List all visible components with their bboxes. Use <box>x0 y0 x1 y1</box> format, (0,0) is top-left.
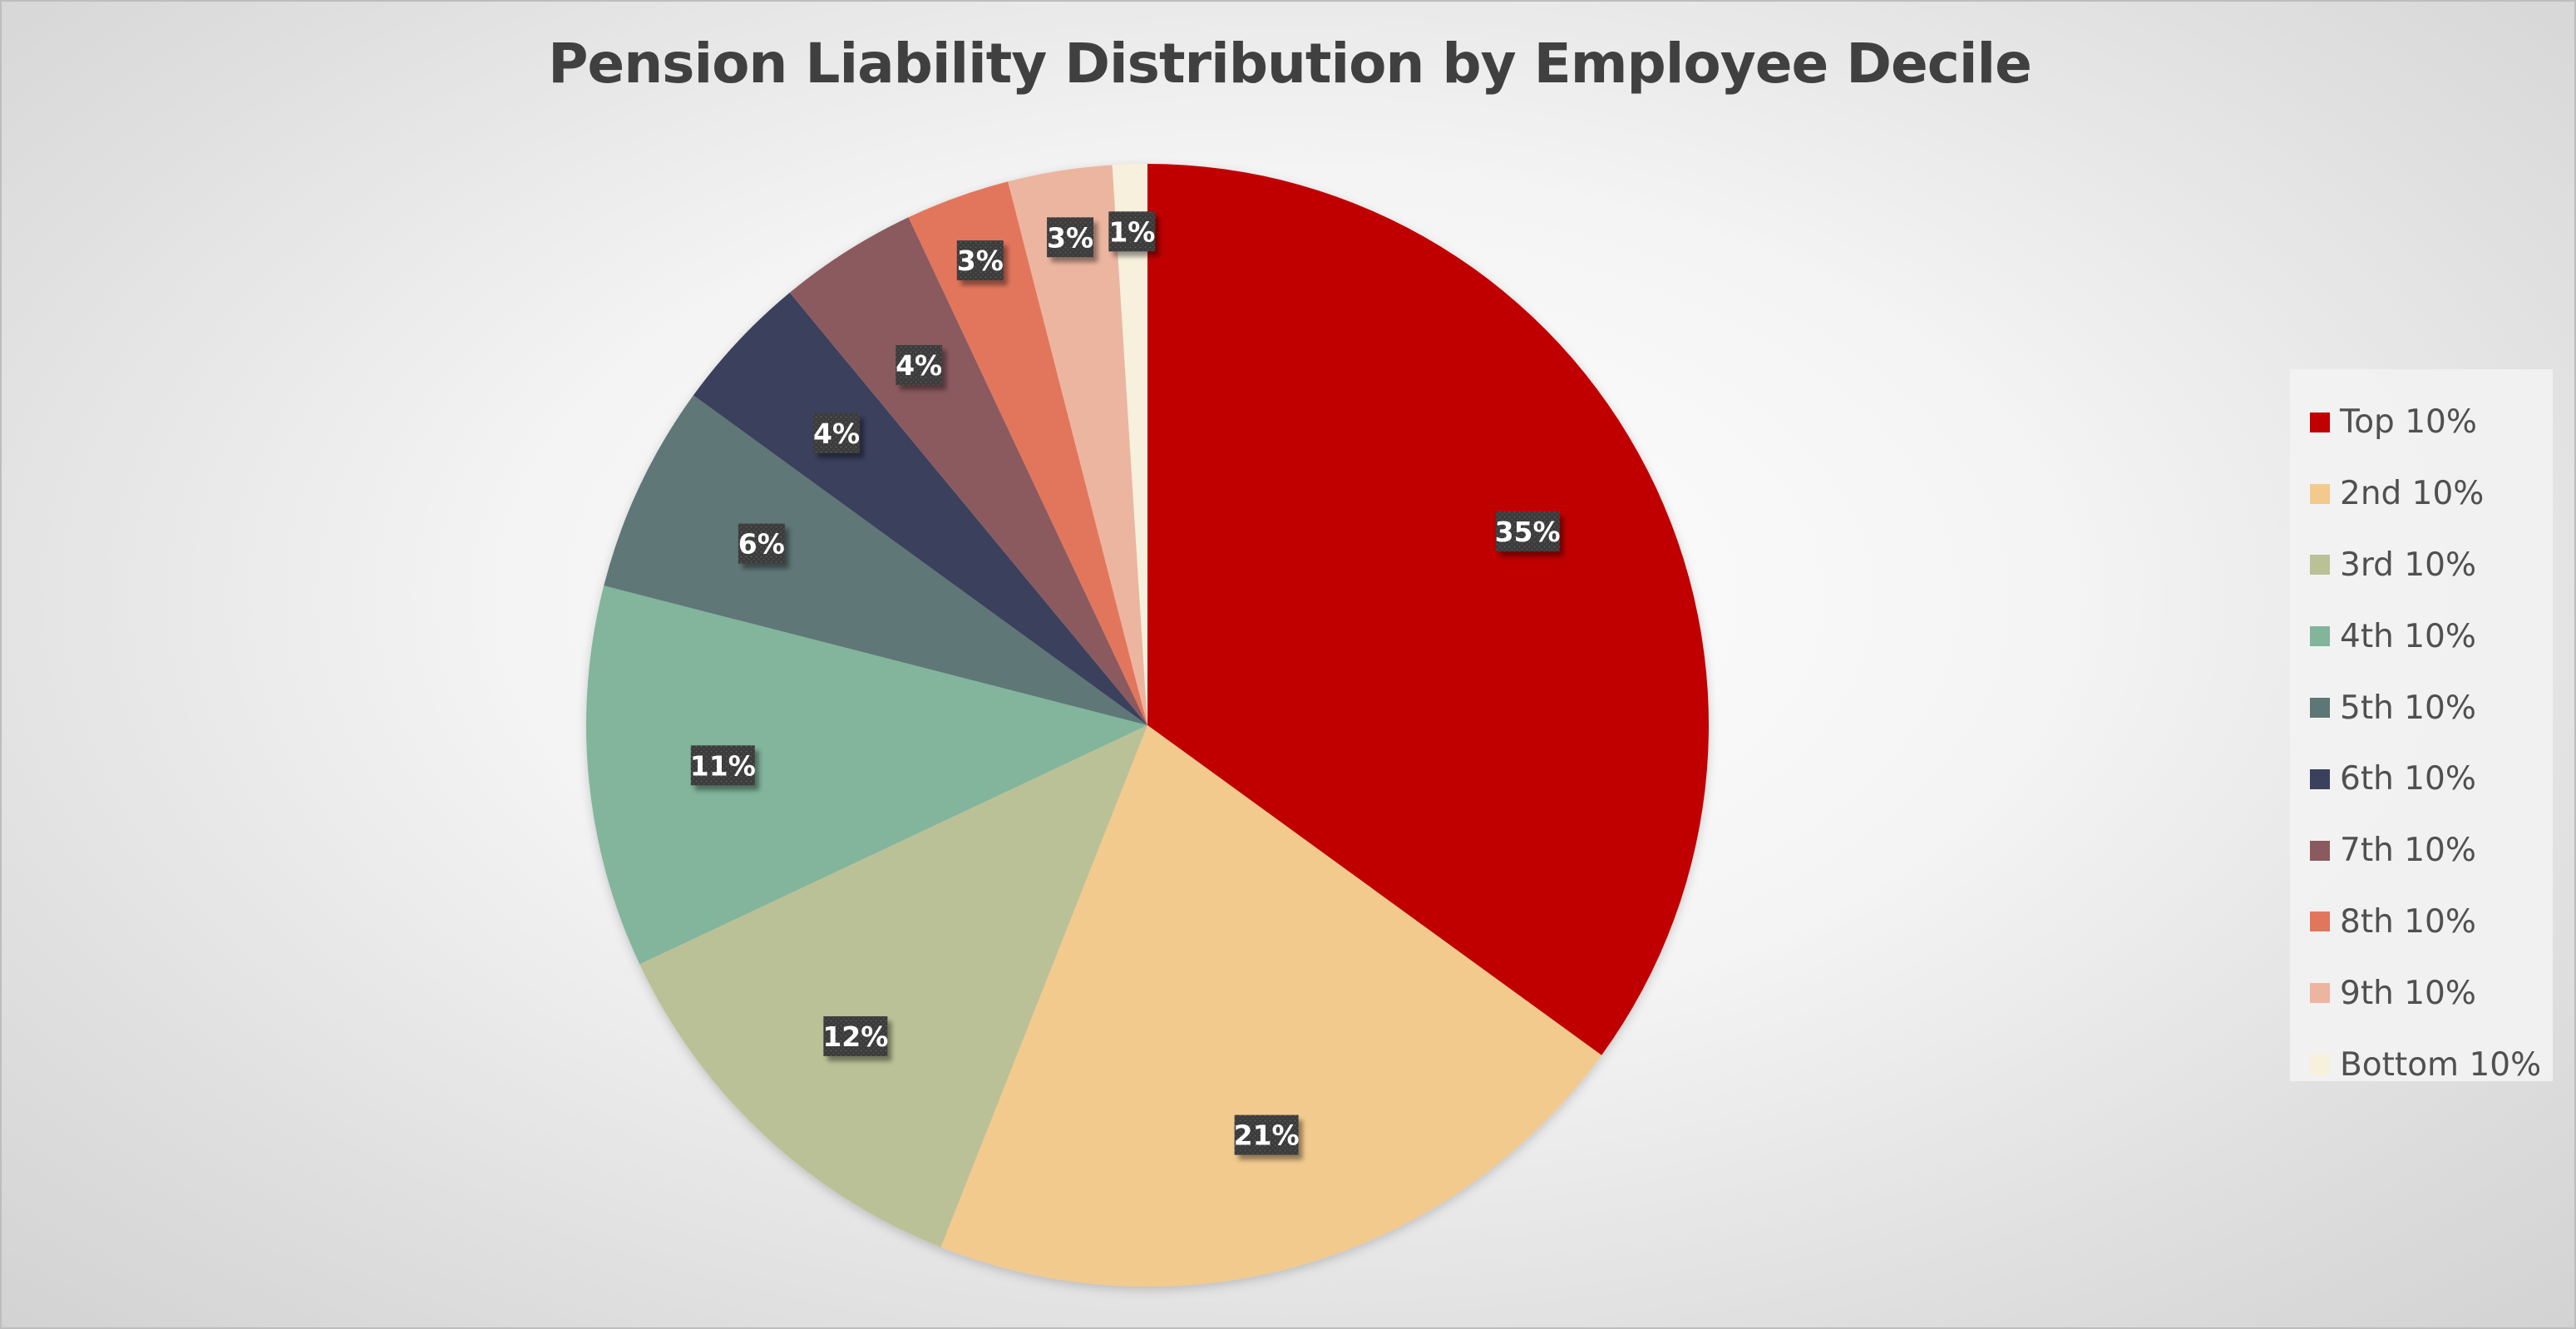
chart-title: Pension Liability Distribution by Employ… <box>548 32 2032 96</box>
data-label-box <box>1495 511 1560 552</box>
legend-label: 2nd 10% <box>2340 475 2485 513</box>
legend-label: 4th 10% <box>2340 617 2476 655</box>
legend-item: Bottom 10% <box>2290 1029 2553 1100</box>
pie-slice-2 <box>940 725 1602 1287</box>
legend-item: 3rd 10% <box>2290 530 2553 601</box>
data-label-6: 4% <box>813 413 860 453</box>
legend-item: 4th 10% <box>2290 600 2553 672</box>
pie-slice-8 <box>908 181 1147 725</box>
data-label-4: 11% <box>690 745 756 786</box>
legend-swatch <box>2310 840 2330 861</box>
data-label-text: 3% <box>957 245 1004 277</box>
data-label-8: 3% <box>956 240 1004 281</box>
pie-slice-6 <box>693 292 1147 725</box>
data-label-box <box>738 523 785 564</box>
pie-slice-9 <box>1008 165 1147 725</box>
data-label-box <box>896 344 943 385</box>
legend-item: 9th 10% <box>2290 957 2553 1029</box>
legend: Top 10% 2nd 10% 3rd 10% 4th 10% 5th 10% 6th 1… <box>2290 369 2553 1084</box>
legend-swatch <box>2310 483 2330 504</box>
legend-label: 6th 10% <box>2340 760 2476 798</box>
pie-data-labels: 35% 21% 12% 11% 6% 4% 4% 3% 3% 1% <box>690 211 1561 1155</box>
data-label-1: 35% <box>1495 511 1561 552</box>
data-label-text: 1% <box>1108 215 1155 248</box>
legend-item: 2nd 10% <box>2290 458 2553 530</box>
pie-slice-3 <box>639 725 1147 1247</box>
legend-item: 8th 10% <box>2290 887 2553 958</box>
data-label-text: 12% <box>822 1020 888 1053</box>
data-label-text: 11% <box>690 749 756 782</box>
pie-slices <box>586 164 1709 1287</box>
pie-slice-1 <box>1147 164 1709 1055</box>
data-label-box <box>690 745 755 786</box>
legend-label: Top 10% <box>2340 403 2477 442</box>
legend-item: 6th 10% <box>2290 744 2553 815</box>
pie-slice-5 <box>604 395 1147 725</box>
data-label-box <box>813 413 861 453</box>
legend-swatch <box>2310 412 2330 432</box>
legend-swatch <box>2310 555 2330 576</box>
legend-swatch <box>2310 768 2330 789</box>
legend-item: Top 10% <box>2290 387 2553 458</box>
data-label-9: 3% <box>1047 217 1094 258</box>
data-label-text: 3% <box>1047 221 1093 254</box>
data-label-7: 4% <box>896 344 943 385</box>
data-label-text: 35% <box>1495 516 1561 548</box>
data-label-3: 12% <box>822 1015 888 1056</box>
data-label-text: 21% <box>1234 1119 1300 1152</box>
legend-label: 8th 10% <box>2340 902 2476 941</box>
data-label-box <box>1047 217 1094 258</box>
data-label-box <box>956 240 1004 281</box>
legend-label: 7th 10% <box>2340 832 2476 870</box>
data-label-10: 1% <box>1108 211 1156 252</box>
legend-label: 3rd 10% <box>2340 546 2476 584</box>
legend-swatch <box>2310 698 2330 719</box>
pie-slice-4 <box>586 585 1147 965</box>
data-label-2: 21% <box>1234 1114 1300 1155</box>
legend-label: Bottom 10% <box>2340 1045 2542 1084</box>
legend-label: 9th 10% <box>2340 974 2476 1012</box>
data-label-5: 6% <box>738 523 785 564</box>
data-label-box <box>1234 1114 1299 1155</box>
legend-swatch <box>2310 983 2330 1004</box>
data-label-text: 6% <box>738 528 785 561</box>
legend-swatch <box>2310 912 2330 932</box>
data-label-box <box>1108 211 1156 252</box>
data-label-box <box>823 1015 888 1056</box>
data-label-text: 4% <box>896 349 942 382</box>
legend-swatch <box>2310 626 2330 647</box>
data-label-text: 4% <box>813 417 860 450</box>
legend-item: 5th 10% <box>2290 672 2553 744</box>
legend-label: 5th 10% <box>2340 689 2476 727</box>
legend-item: 7th 10% <box>2290 815 2553 887</box>
pie-slice-7 <box>789 217 1147 726</box>
pie-slice-10 <box>1112 164 1147 725</box>
legend-swatch <box>2310 1055 2330 1075</box>
